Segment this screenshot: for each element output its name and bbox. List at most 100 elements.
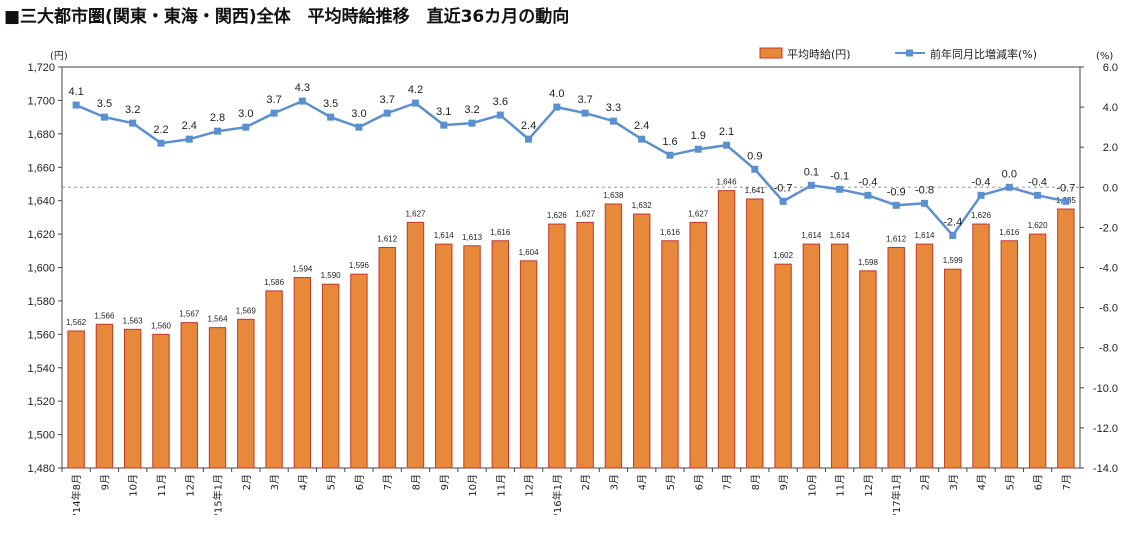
- x-axis-label: '17年1月: [890, 474, 903, 516]
- line-marker: [892, 201, 900, 209]
- x-axis-label: 4月: [976, 474, 988, 490]
- line-marker: [1005, 183, 1013, 191]
- x-axis-label: 12月: [863, 474, 875, 497]
- right-axis-tick-label: -8.0: [1099, 343, 1118, 355]
- left-axis-tick-label: 1,700: [27, 95, 55, 107]
- bar-value-label: 1,626: [547, 211, 568, 220]
- x-axis-label: '15年1月: [212, 474, 225, 516]
- bar: [435, 243, 453, 469]
- line-data-labels: 4.1 3.5 3.2 2.2 2.4 2.8 3.0 3.7 4.3 3.5 3.0 3.7 4.2 3…: [68, 82, 1075, 228]
- right-axis-tick-label: 6.0: [1103, 62, 1118, 74]
- line-marker: [666, 151, 674, 159]
- line-value-label: 4.3: [295, 82, 310, 94]
- bar-data-labels: 1,562 1,566 1,563 1,560 1,567 1,564 1,569 1,586…: [66, 178, 1076, 331]
- line-value-label: 2.4: [182, 120, 197, 132]
- line-marker: [836, 185, 844, 193]
- line-value-label: 3.2: [125, 104, 140, 116]
- bar: [830, 243, 849, 469]
- bar: [717, 190, 736, 469]
- left-axis-tick-label: 1,480: [27, 463, 55, 475]
- x-axis-label: 3月: [948, 474, 960, 490]
- x-axis-label: 9月: [439, 474, 451, 490]
- x-axis-label: 11月: [835, 474, 847, 497]
- line-value-label: 0.1: [804, 166, 819, 178]
- left-axis-tick-label: 1,720: [27, 62, 55, 74]
- x-axis-label: 7月: [1061, 474, 1073, 490]
- bar-value-label: 1,567: [179, 310, 200, 319]
- line-value-label: 1.9: [691, 130, 706, 142]
- line-marker: [214, 127, 222, 135]
- line-marker: [298, 97, 306, 105]
- legend-line-marker: [906, 49, 913, 57]
- x-axis-label: 3月: [608, 474, 620, 490]
- line-marker: [242, 123, 250, 131]
- left-axis-tick-label: 1,660: [27, 162, 55, 174]
- line-marker: [72, 101, 80, 109]
- bar: [350, 273, 368, 469]
- x-axis-label: 9月: [778, 474, 790, 490]
- bar: [265, 290, 283, 469]
- bar: [95, 323, 114, 469]
- x-axis-label: 2月: [580, 474, 592, 490]
- x-axis-label: 5月: [1004, 474, 1016, 490]
- line-marker: [977, 191, 985, 199]
- left-axis-tick-label: 1,640: [27, 196, 55, 208]
- line-value-label: -0.7: [774, 182, 793, 194]
- line-marker: [496, 111, 504, 119]
- x-axis-label: 12月: [184, 474, 196, 497]
- left-axis-tick-label: 1,600: [27, 263, 55, 275]
- legend-line-label: 前年同月比増減率(%): [930, 47, 1037, 61]
- bar-value-label: 1,620: [1028, 221, 1049, 230]
- line-marker: [100, 113, 108, 121]
- line-marker: [355, 123, 363, 131]
- bar-value-label: 1,627: [575, 209, 596, 218]
- x-axis-label: 4月: [637, 474, 649, 490]
- right-axis-tick-label: 0.0: [1103, 182, 1118, 194]
- line-marker: [949, 231, 957, 239]
- line-value-label: 2.1: [719, 126, 734, 138]
- line-value-label: 2.8: [210, 112, 225, 124]
- line-value-label: 4.1: [68, 86, 83, 98]
- line-value-label: 3.7: [266, 94, 281, 106]
- bar: [915, 243, 934, 469]
- line-value-label: -0.1: [830, 170, 849, 182]
- x-axis-label: 5月: [326, 474, 338, 490]
- x-axis-label: 10月: [806, 474, 818, 497]
- bar: [152, 333, 170, 469]
- bar-value-label: 1,563: [123, 316, 144, 325]
- line-value-label: 0.0: [1002, 168, 1017, 180]
- bar: [802, 243, 821, 469]
- line-marker: [411, 99, 419, 107]
- line-value-label: 3.7: [577, 94, 592, 106]
- bar-value-label: 1,614: [914, 231, 935, 240]
- x-axis-label: 4月: [297, 474, 309, 490]
- line-value-label: 3.2: [464, 104, 479, 116]
- line-value-label: -0.9: [887, 186, 906, 198]
- line-series: [72, 97, 1070, 239]
- x-axis-label: 3月: [269, 474, 281, 490]
- line-value-label: 3.5: [97, 98, 112, 110]
- right-axis-tick-label: -4.0: [1099, 263, 1118, 275]
- bar-series: [67, 190, 1075, 469]
- bar-value-label: 1,646: [717, 178, 738, 187]
- left-axis-tick-label: 1,580: [27, 296, 55, 308]
- bar: [972, 223, 990, 469]
- bar: [237, 318, 255, 469]
- x-axis-label: 12月: [524, 474, 536, 497]
- line-marker: [864, 191, 872, 199]
- left-axis-tick-label: 1,540: [27, 363, 55, 375]
- line-marker: [468, 119, 476, 127]
- bar-value-label: 1,616: [660, 228, 681, 237]
- line-marker: [694, 145, 702, 153]
- line-value-label: 3.6: [493, 96, 508, 108]
- bar-value-label: 1,614: [801, 231, 822, 240]
- bar: [180, 322, 198, 469]
- x-axis-label: 8月: [410, 474, 422, 490]
- bar-value-label: 1,562: [66, 318, 87, 327]
- bar-value-label: 1,614: [434, 231, 455, 240]
- right-axis-tick-label: -2.0: [1099, 222, 1118, 234]
- bar: [491, 240, 510, 469]
- right-axis-unit: (%): [1096, 51, 1113, 62]
- bar: [887, 246, 905, 469]
